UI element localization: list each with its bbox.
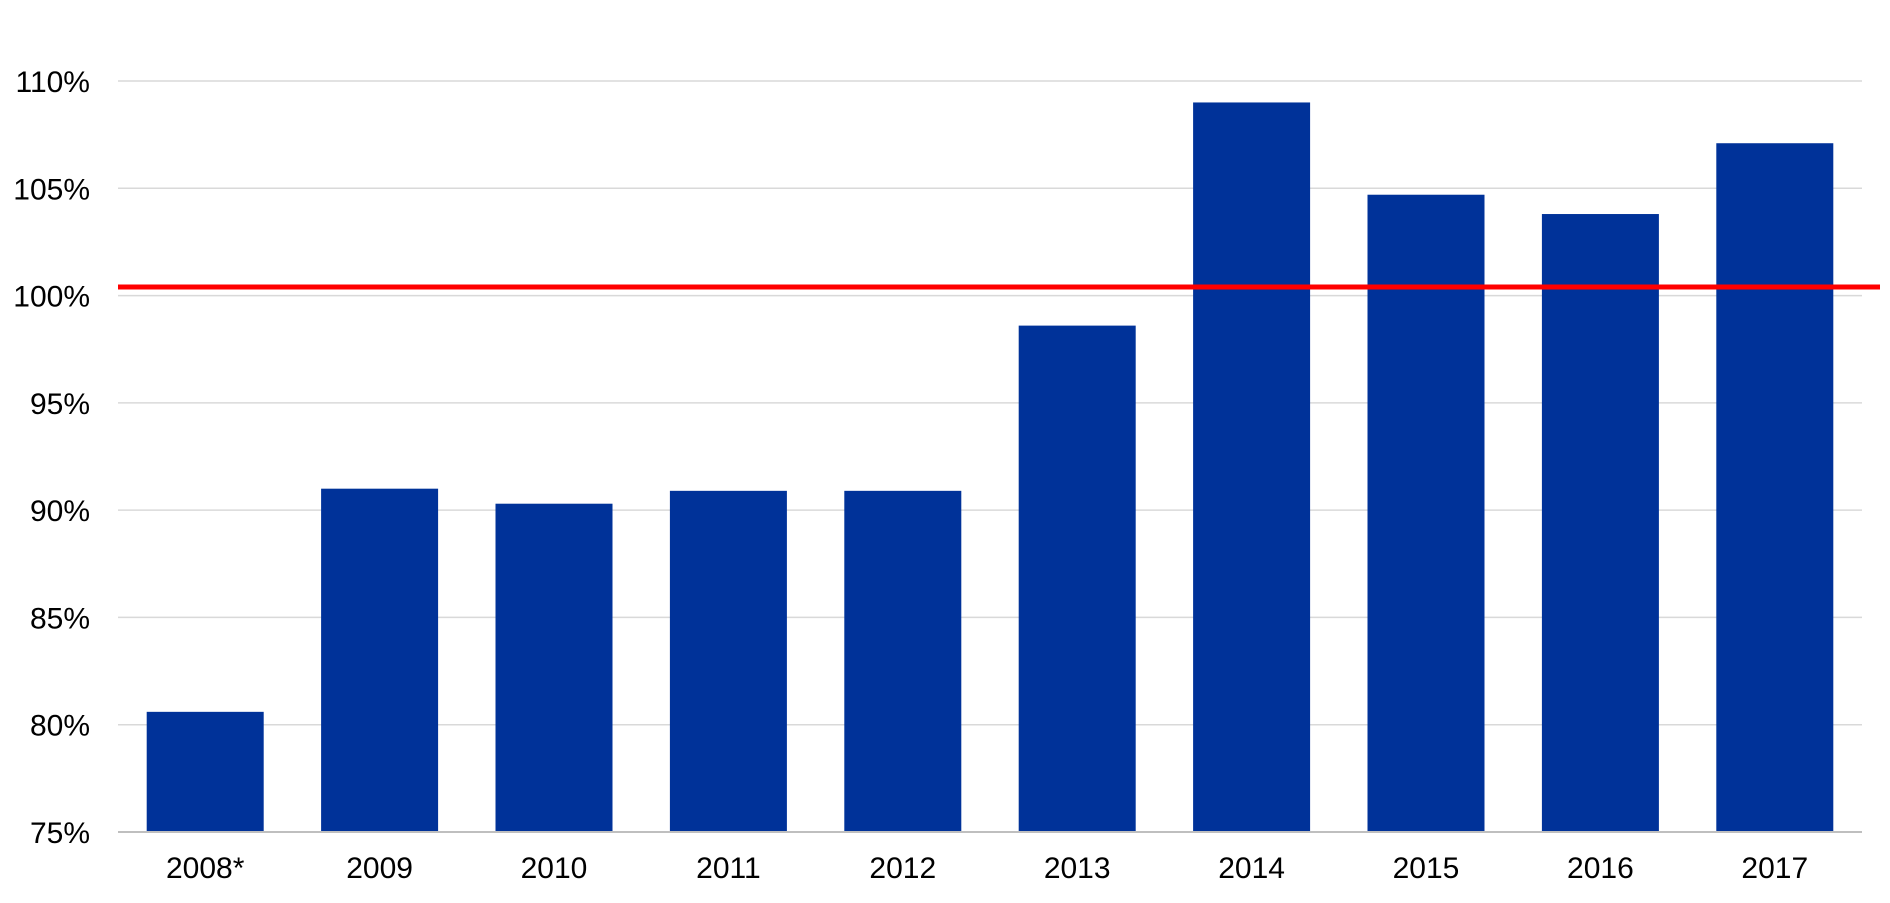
bar-2011	[669, 490, 787, 832]
y-tick-label: 105%	[13, 173, 90, 206]
bar-2008-star	[146, 711, 264, 832]
y-tick-label: 75%	[30, 817, 90, 850]
bar-2017	[1716, 143, 1834, 832]
x-category-label: 2016	[1567, 852, 1634, 885]
x-category-label: 2014	[1218, 852, 1285, 885]
y-tick-label: 95%	[30, 388, 90, 421]
y-tick-label: 90%	[30, 495, 90, 528]
x-category-label: 2011	[696, 852, 761, 885]
x-axis-category-labels: 2008* 2009 2010 2011 2012 2013 2014 2015 2016 201…	[166, 852, 1808, 885]
x-category-label: 2015	[1393, 852, 1460, 885]
x-category-label: 2017	[1741, 852, 1808, 885]
bar-2015	[1367, 194, 1485, 833]
x-category-label: 2013	[1044, 852, 1111, 885]
y-axis-tick-labels: 75% 80% 85% 90% 95% 100% 105% 110%	[13, 66, 90, 850]
y-tick-label: 100%	[13, 281, 90, 314]
x-category-label: 2012	[869, 852, 936, 885]
x-category-label: 2010	[521, 852, 588, 885]
bar-2014	[1193, 102, 1311, 832]
bar-2016	[1541, 214, 1659, 832]
y-tick-label: 80%	[30, 710, 90, 743]
bar-2013	[1018, 325, 1136, 832]
bars	[146, 102, 1834, 833]
bar-2009	[321, 488, 439, 832]
y-tick-label: 85%	[30, 602, 90, 635]
bar-2012	[844, 490, 962, 832]
x-category-label: 2008*	[166, 852, 245, 885]
y-tick-label: 110%	[15, 66, 90, 99]
x-category-label: 2009	[346, 852, 413, 885]
bar-2010	[495, 503, 613, 832]
